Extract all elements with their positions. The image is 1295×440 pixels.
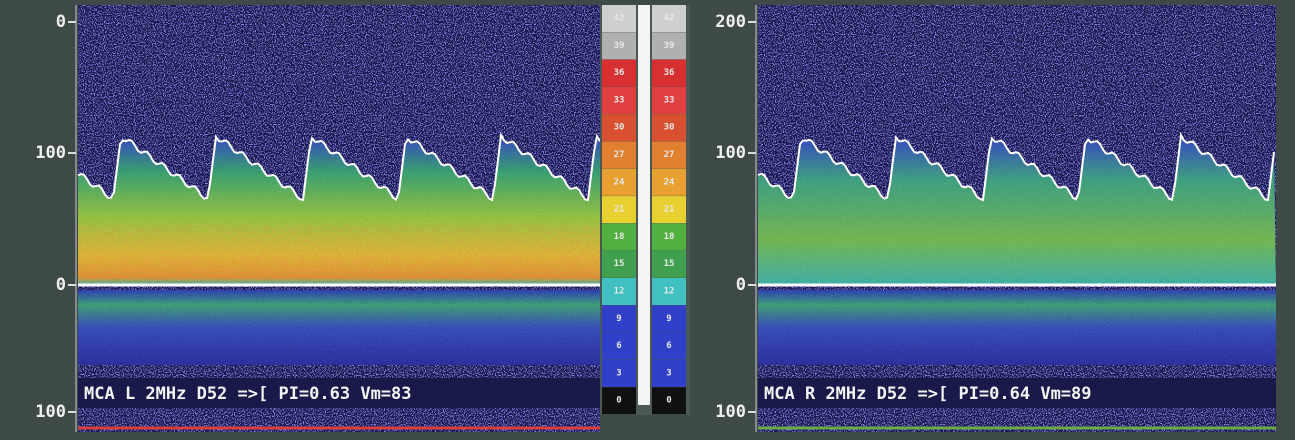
scale-label: 33 (614, 95, 625, 105)
scale-swatch (602, 359, 636, 387)
y-axis-label: 0 (56, 275, 66, 295)
flow-spectrum (758, 135, 1276, 285)
scale-label: 33 (664, 95, 675, 105)
scale-label: 3 (666, 368, 671, 378)
scale-swatch (602, 387, 636, 415)
scale-swatch (602, 114, 636, 142)
reverse-flow (78, 290, 600, 365)
scale-swatch (652, 196, 686, 224)
spectrogram-panel: 0 100 0 100 MCA L 2MHz D52 =>[ PI=0.63 Vm=83 (35, 5, 601, 432)
y-axis-label: 100 (35, 143, 66, 163)
scale-swatch (602, 278, 636, 305)
scale-label: 12 (664, 287, 675, 297)
y-axis-label: 0 (56, 12, 66, 32)
y-axis-label: 100 (715, 143, 746, 163)
scale-label: 6 (616, 341, 621, 351)
scale-label: 27 (614, 150, 625, 160)
scale-swatch (652, 5, 686, 32)
scale-label: 3 (616, 368, 621, 378)
scale-label: 15 (664, 259, 675, 269)
scale-swatch (652, 332, 686, 360)
scale-bar (638, 5, 650, 405)
scale-swatch (652, 59, 686, 87)
scale-label: 6 (666, 341, 671, 351)
spectrogram-panel: 200 100 0 100 MCA R 2MHz D52 =>[ PI=0.64 Vm=… (715, 5, 1276, 432)
scale-label: 0 (666, 396, 671, 406)
envelope (77, 131, 601, 202)
scale-label: 15 (614, 259, 625, 269)
scale-label: 0 (616, 396, 621, 406)
scale-swatch (602, 86, 636, 114)
envelope (757, 132, 1275, 202)
scale-label: 36 (664, 68, 675, 78)
scale-label: 30 (664, 123, 675, 133)
scale-swatch (602, 332, 636, 360)
scale-swatch (652, 387, 686, 415)
scale-swatch (602, 168, 636, 196)
scale-swatch (652, 32, 686, 60)
scale-swatch (602, 59, 636, 87)
info-box (78, 378, 600, 408)
y-axis-label: 100 (715, 402, 746, 422)
scale-swatch (652, 250, 686, 278)
scale-label: 24 (664, 177, 675, 187)
measurement-info: MCA L 2MHz D52 =>[ PI=0.63 Vm=83 (84, 384, 412, 404)
high-intensity (78, 225, 600, 280)
scale-swatch (652, 141, 686, 169)
scale-swatch (602, 305, 636, 333)
scale-label: 42 (664, 14, 675, 24)
measurement-info: MCA R 2MHz D52 =>[ PI=0.64 Vm=89 (764, 384, 1092, 404)
y-axis-label: 100 (35, 402, 66, 422)
scale-label: 39 (614, 41, 625, 51)
scale-swatch (602, 223, 636, 251)
scale-label: 30 (614, 123, 625, 133)
y-axis-label: 200 (715, 12, 746, 32)
scale-label: 21 (614, 205, 625, 215)
scale-swatch (602, 141, 636, 169)
scale-swatch (602, 196, 636, 224)
scale-swatch (652, 359, 686, 387)
scale-swatch (652, 278, 686, 305)
scale-label: 24 (614, 177, 625, 187)
scale-label: 27 (664, 150, 675, 160)
reverse-flow (758, 290, 1276, 365)
scale-swatch (602, 250, 636, 278)
scale-swatch (652, 168, 686, 196)
scale-swatch (652, 86, 686, 114)
scale-label: 9 (666, 314, 671, 324)
scale-swatch (652, 305, 686, 333)
scale-label: 21 (664, 205, 675, 215)
scale-label: 12 (614, 287, 625, 297)
scale-label: 9 (616, 314, 621, 324)
scale-swatch (652, 114, 686, 142)
scale-label: 39 (664, 41, 675, 51)
scale-label: 36 (614, 68, 625, 78)
y-axis-label: 0 (736, 275, 746, 295)
info-box (758, 378, 1276, 408)
scale-label: 18 (664, 232, 675, 242)
scale-swatch (652, 223, 686, 251)
scale-label: 18 (614, 232, 625, 242)
scale-swatch (602, 32, 636, 60)
scale-label: 42 (614, 14, 625, 24)
scale-swatch (602, 5, 636, 32)
panels: 0 100 0 100 MCA L 2MHz D52 =>[ PI=0.63 Vm=83… (35, 5, 1276, 432)
